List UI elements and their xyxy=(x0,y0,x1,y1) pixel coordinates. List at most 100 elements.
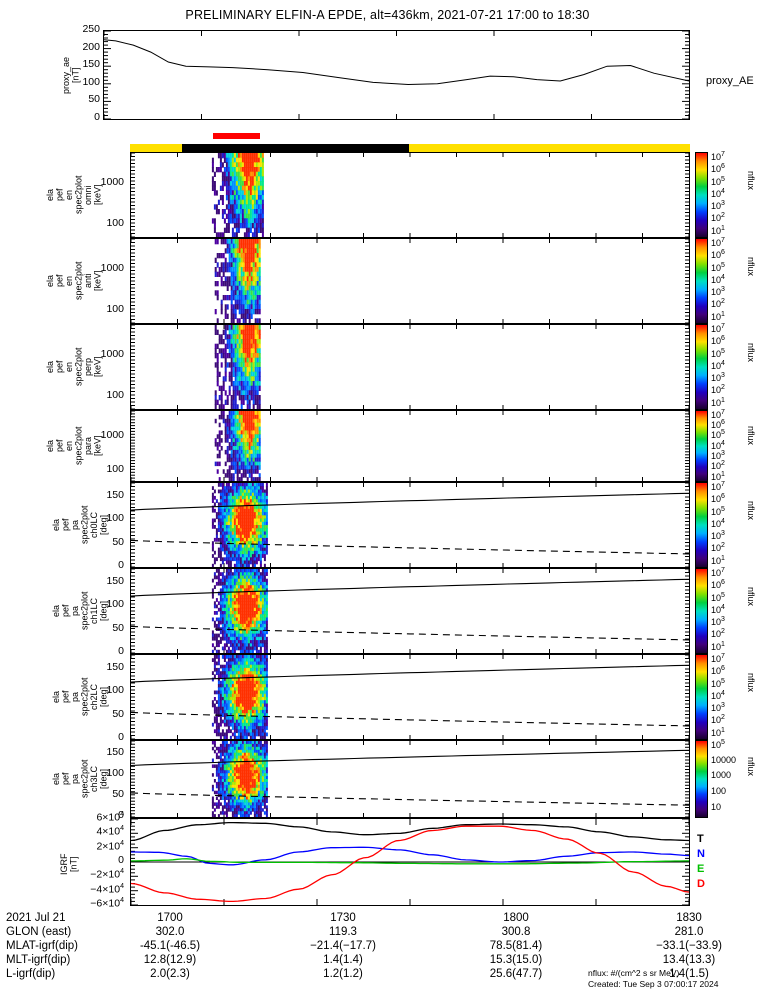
energy-panel-0 xyxy=(130,152,690,238)
energy-ytick: 1000 xyxy=(100,262,124,275)
colorbar-tick: 106 xyxy=(711,419,725,431)
colorbar-tick: 104 xyxy=(711,439,725,451)
colorbar-7 xyxy=(695,740,708,818)
proxy-ae-right-label: proxy_AE xyxy=(706,75,754,87)
proxy-ae-plot xyxy=(104,31,689,119)
pa-ytick: 0 xyxy=(118,645,124,657)
footer-value-mlt-0: 12.8(12.9) xyxy=(143,954,197,966)
footer-value-glon-2: 300.8 xyxy=(501,926,531,938)
colorbar-tick: 105 xyxy=(711,261,725,273)
colorbar-title: nflux xyxy=(746,672,756,692)
footer-label-0: 2021 Jul 21 xyxy=(6,912,66,924)
colorbar-title: nflux xyxy=(746,170,756,190)
colorbar-tick: 101 xyxy=(711,726,725,738)
proxy-ae-ytick: 0 xyxy=(94,111,100,123)
igrf-ytick: −4×104 xyxy=(90,882,124,896)
colorbar-tick: 105 xyxy=(711,347,725,359)
colorbar-4 xyxy=(695,482,708,568)
colorbar-tick: 104 xyxy=(711,603,725,615)
igrf-ytick: −2×104 xyxy=(90,868,124,881)
colorbar-tick: 106 xyxy=(711,249,725,261)
colorbar-tick: 102 xyxy=(711,384,725,396)
footer-value-mlat-3: −33.1(−33.9) xyxy=(656,940,722,952)
colorbar-title: nflux xyxy=(746,256,756,276)
pa-ytick: 100 xyxy=(106,766,124,779)
colorbar-tick: 107 xyxy=(711,408,725,420)
colorbar-tick: 101 xyxy=(711,554,725,566)
footer-value-mlat-2: 78.5(81.4) xyxy=(489,940,543,952)
nflux-note: nflux: #/(cm^2 s sr MeV) xyxy=(588,968,680,978)
created-note: Created: Tue Sep 3 07:00:17 2024 xyxy=(588,979,719,989)
energy-ytick: 100 xyxy=(106,462,124,475)
proxy-ae-ytick: 200 xyxy=(82,40,100,53)
colorbar-tick: 102 xyxy=(711,714,725,726)
colorbar-tick: 101 xyxy=(711,640,725,652)
pa-spectrogram-4 xyxy=(131,483,689,567)
pa-panel-1 xyxy=(130,568,690,654)
proxy-ae-ytick: 250 xyxy=(82,23,100,35)
colorbar-tick: 104 xyxy=(711,273,725,285)
igrf-panel xyxy=(130,818,690,906)
proxy-ae-panel xyxy=(103,30,690,120)
footer-value-time-2: 1800 xyxy=(503,912,529,924)
igrf-legend-D: D xyxy=(697,878,705,890)
footer-label-4: L-igrf(dip) xyxy=(6,968,56,980)
pa-ytick: 0 xyxy=(118,731,124,743)
pa-panel-2 xyxy=(130,654,690,740)
pa-ytick: 100 xyxy=(106,512,124,525)
energy-ytick: 100 xyxy=(106,302,124,315)
pa-ytick: 100 xyxy=(106,684,124,697)
energy-panel-3 xyxy=(130,410,690,482)
colorbar-3 xyxy=(695,410,708,482)
status-bar-yellow xyxy=(130,144,690,152)
igrf-plot xyxy=(131,819,689,905)
energy-panel-1 xyxy=(130,238,690,324)
footer-label-3: MLT-igrf(dip) xyxy=(6,954,71,966)
pa-ytick: 50 xyxy=(112,707,124,720)
energy-spectrogram-2 xyxy=(131,325,689,409)
colorbar-tick: 104 xyxy=(711,517,725,529)
colorbar-tick: 107 xyxy=(711,652,725,664)
footer-value-time-1: 1730 xyxy=(330,912,356,924)
energy-ytick: 1000 xyxy=(100,176,124,189)
igrf-ytick: 2×104 xyxy=(96,839,124,853)
energy-spectrogram-3 xyxy=(131,411,689,481)
pa-panel-3 xyxy=(130,740,690,818)
colorbar-tick: 107 xyxy=(711,236,725,248)
red-event-marker xyxy=(213,133,260,139)
footer-value-mlat-0: -45.1(-46.5) xyxy=(139,940,201,952)
colorbar-tick: 106 xyxy=(711,335,725,347)
pa-panel-0 xyxy=(130,482,690,568)
energy-ytick: 100 xyxy=(106,388,124,401)
colorbar-tick: 103 xyxy=(711,372,725,384)
igrf-ytick: 4×104 xyxy=(96,825,124,838)
colorbar-tick: 105 xyxy=(711,677,725,689)
colorbar-tick: 10 xyxy=(711,801,722,812)
colorbar-tick: 106 xyxy=(711,163,725,175)
colorbar-tick: 102 xyxy=(711,628,725,640)
colorbar-tick: 103 xyxy=(711,286,725,298)
footer-value-l-0: 2.0(2.3) xyxy=(150,968,190,980)
pa-spectrogram-6 xyxy=(131,655,689,739)
footer-label-2: MLAT-igrf(dip) xyxy=(6,940,78,952)
colorbar-tick: 103 xyxy=(711,616,725,628)
colorbar-tick: 107 xyxy=(711,322,725,334)
igrf-ytick: 0 xyxy=(118,854,124,866)
footer-value-glon-3: 281.0 xyxy=(674,926,704,938)
footer-value-mlat-1: −21.4(−17.7) xyxy=(310,940,376,952)
energy-ytick: 100 xyxy=(106,216,124,229)
footer-value-mlt-3: 13.4(13.3) xyxy=(662,954,716,966)
igrf-legend-N: N xyxy=(697,848,705,860)
energy-ytick: 1000 xyxy=(100,429,124,442)
pa-ytick: 50 xyxy=(112,535,124,548)
status-bar-black xyxy=(182,144,409,152)
pa-ytick: 100 xyxy=(106,598,124,611)
energy-spectrogram-0 xyxy=(131,153,689,237)
colorbar-tick: 107 xyxy=(711,150,725,162)
proxy-ae-ytick: 150 xyxy=(82,58,100,71)
page-title: PRELIMINARY ELFIN-A EPDE, alt=436km, 202… xyxy=(185,8,590,22)
colorbar-2 xyxy=(695,324,708,410)
colorbar-tick: 107 xyxy=(711,480,725,492)
colorbar-tick: 102 xyxy=(711,542,725,554)
colorbar-tick: 104 xyxy=(711,359,725,371)
